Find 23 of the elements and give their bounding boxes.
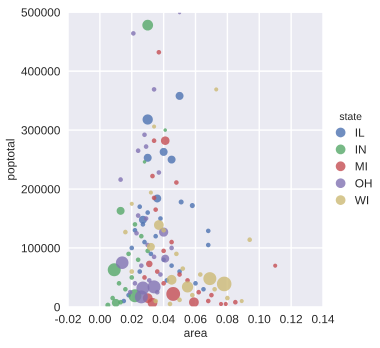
y-tick-label: 0	[54, 302, 60, 312]
x-tick-label: 0.06	[184, 314, 206, 324]
x-tick-label: 0.10	[248, 314, 270, 324]
y-tick-label: 400000	[21, 67, 60, 76]
x-tick-label: 0.00	[88, 314, 111, 324]
y-tick-label: 100000	[22, 244, 60, 252]
x-axis-title: area	[184, 330, 208, 338]
legend-label: OH	[355, 179, 372, 188]
legend-label: MI	[356, 162, 367, 170]
y-tick-label: 300000	[21, 126, 60, 134]
x-tick-label: 0.08	[216, 314, 238, 324]
legend-label: IL	[356, 128, 364, 137]
legend-label: IN	[356, 145, 366, 154]
x-tick-label: 0.14	[312, 314, 334, 324]
legend-title: state	[340, 113, 362, 120]
y-axis-title: poptotal	[6, 139, 17, 180]
x-tick-label: -0.02	[55, 314, 81, 324]
y-tick-label: 500000	[21, 8, 60, 17]
x-tick-label: 0.12	[280, 314, 302, 324]
x-tick-label: 0.04	[152, 314, 175, 324]
legend-label: WI	[354, 196, 368, 204]
x-tick-label: 0.02	[120, 314, 143, 324]
y-tick-label: 200000	[22, 185, 60, 194]
